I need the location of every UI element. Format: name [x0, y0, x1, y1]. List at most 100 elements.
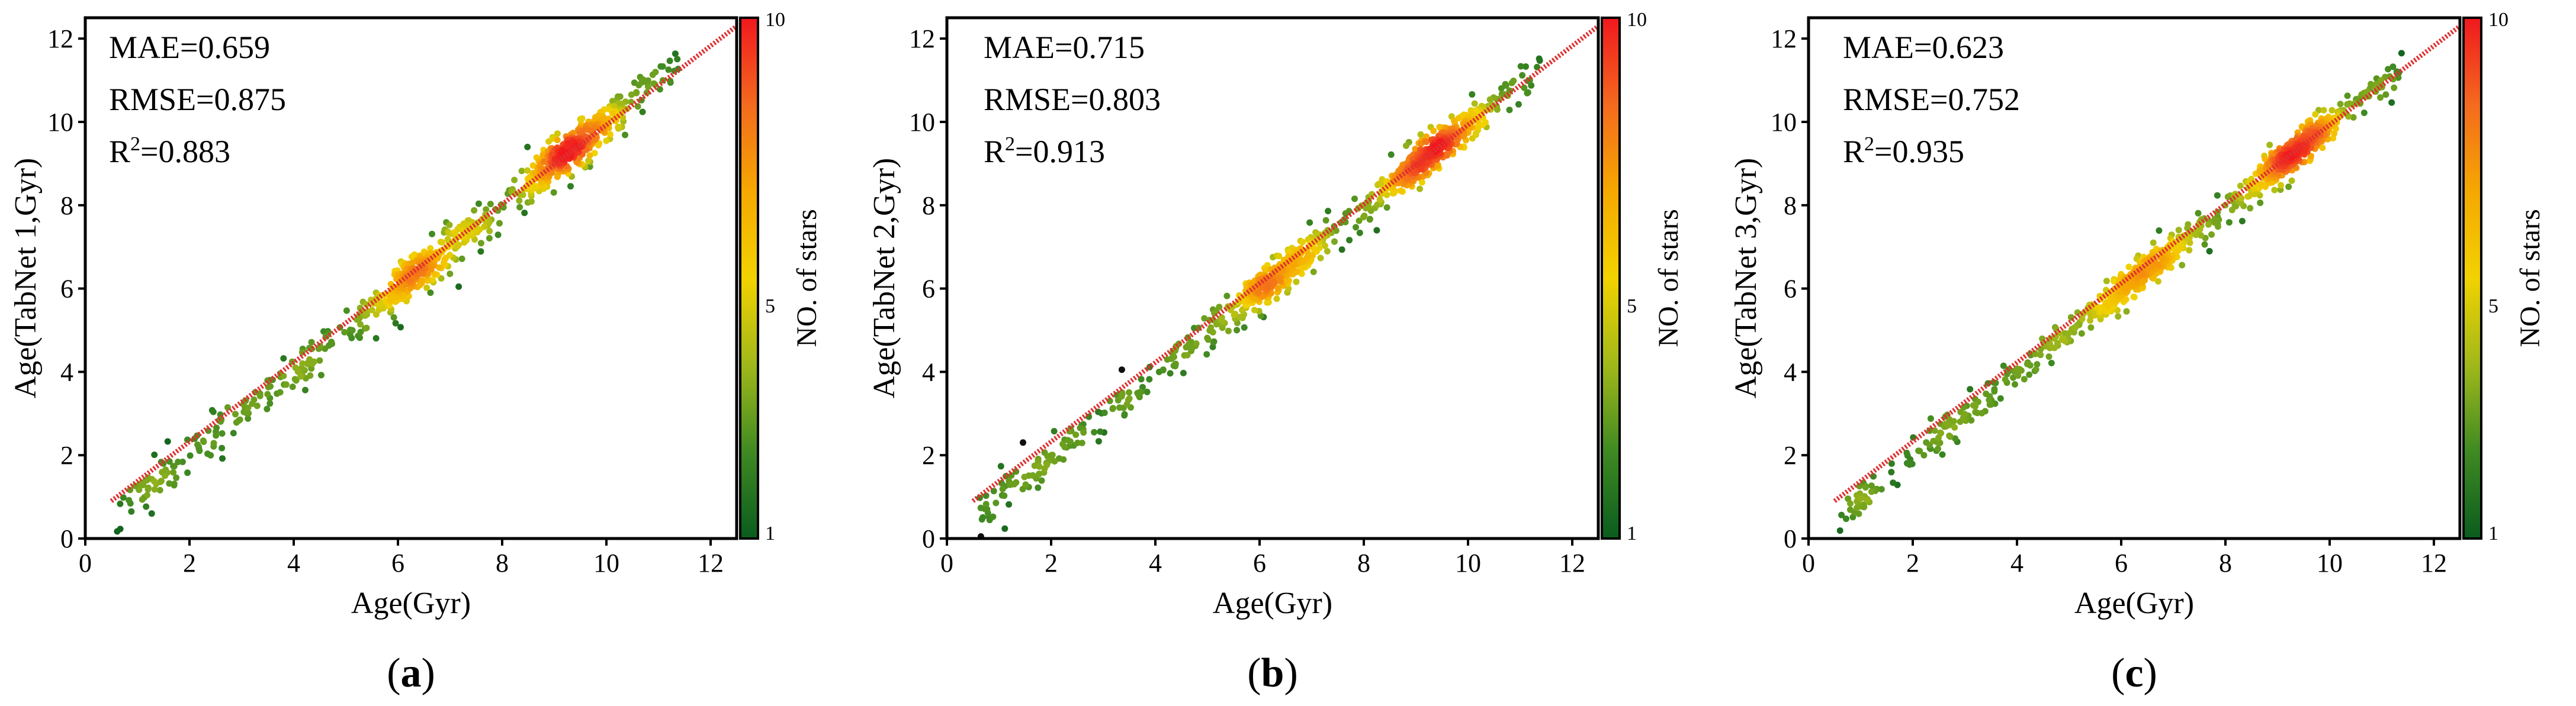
data-point — [1365, 204, 1372, 211]
data-point — [1317, 254, 1324, 262]
data-point — [1521, 84, 1528, 91]
data-point — [2079, 315, 2086, 323]
data-point — [586, 163, 593, 170]
data-point — [427, 245, 434, 252]
data-point — [368, 307, 375, 314]
data-point — [1126, 389, 1132, 396]
data-point — [1118, 366, 1125, 373]
data-point — [429, 276, 436, 283]
x-tick-label: 8 — [2219, 549, 2232, 578]
data-point — [2205, 221, 2212, 228]
data-point — [175, 459, 182, 465]
data-point — [1434, 162, 1441, 169]
data-point — [2123, 308, 2130, 315]
data-point — [494, 231, 502, 238]
data-point — [1366, 215, 1373, 223]
data-point — [1868, 482, 1875, 489]
data-point — [179, 459, 186, 465]
data-point — [1106, 398, 1113, 404]
data-point — [1097, 428, 1104, 435]
x-tick-label: 10 — [593, 549, 619, 578]
y-tick-label: 0 — [60, 524, 73, 553]
data-point — [1903, 449, 1910, 456]
data-point — [1209, 328, 1216, 336]
data-point — [2026, 371, 2033, 378]
data-point — [194, 441, 201, 448]
data-point — [1008, 472, 1015, 479]
data-point — [1930, 437, 1937, 444]
data-point — [1251, 307, 1258, 314]
data-point — [1322, 217, 1329, 224]
data-point — [2211, 216, 2218, 223]
colorbar-tick-10: 10 — [765, 9, 785, 31]
data-point — [1279, 267, 1286, 274]
data-point — [603, 137, 610, 144]
data-point — [184, 469, 191, 476]
data-point — [2178, 242, 2185, 249]
data-point — [1975, 398, 1981, 405]
data-point — [1960, 404, 1967, 411]
data-point — [1264, 299, 1271, 306]
data-point — [2225, 219, 2233, 226]
x-tick-label: 0 — [940, 549, 953, 578]
data-point — [151, 452, 158, 458]
data-point — [1036, 463, 1043, 470]
data-point — [2285, 183, 2292, 191]
x-tick-label: 2 — [183, 549, 196, 578]
data-point — [2238, 218, 2246, 225]
data-point — [200, 437, 207, 444]
data-point — [1983, 391, 1990, 397]
x-tick-label: 2 — [1045, 549, 1058, 578]
data-point — [1321, 242, 1328, 249]
data-point — [1418, 140, 1425, 147]
data-point — [2156, 227, 2163, 234]
data-point — [1946, 432, 1953, 439]
data-point — [977, 504, 984, 511]
data-point — [1135, 392, 1142, 399]
data-point — [1536, 57, 1543, 64]
data-point — [524, 143, 531, 150]
data-point — [1849, 514, 1856, 521]
data-point — [1943, 420, 1949, 427]
x-tick-label: 4 — [287, 549, 300, 578]
data-point — [477, 248, 484, 255]
x-axis-label: Age(Gyr) — [351, 586, 471, 620]
data-point — [442, 254, 449, 262]
data-point — [1868, 488, 1875, 495]
colorbar-tick-10: 10 — [2488, 9, 2508, 31]
data-point — [1324, 248, 1331, 255]
data-point — [219, 455, 226, 462]
metric-rmse: RMSE=0.875 — [109, 82, 286, 117]
data-point — [1356, 230, 1363, 236]
data-point — [667, 78, 674, 85]
data-point — [264, 391, 271, 398]
data-point — [1910, 434, 1917, 441]
data-point — [483, 206, 490, 213]
data-point — [1418, 179, 1425, 186]
data-point — [299, 360, 306, 367]
data-point — [2288, 154, 2295, 161]
metric-rmse: RMSE=0.752 — [1843, 82, 2020, 117]
data-point — [2312, 111, 2319, 118]
data-point — [1338, 246, 1345, 253]
data-point — [2021, 376, 2028, 383]
data-point — [1231, 311, 1238, 318]
data-point — [1373, 227, 1380, 234]
data-point — [249, 400, 256, 407]
data-point — [2389, 63, 2397, 70]
data-point — [639, 108, 646, 115]
data-point — [2045, 353, 2053, 360]
data-point — [171, 481, 178, 488]
data-point — [117, 526, 124, 533]
metric-mae: MAE=0.659 — [109, 30, 270, 65]
data-point — [990, 513, 997, 520]
data-point — [511, 176, 518, 183]
data-point — [2152, 259, 2159, 266]
x-tick-label: 2 — [1906, 549, 1919, 578]
data-point — [2350, 114, 2357, 121]
data-point — [156, 486, 163, 494]
data-point — [2103, 278, 2110, 285]
data-point — [1064, 437, 1071, 444]
data-point — [2184, 224, 2191, 231]
y-tick-label: 6 — [1784, 275, 1797, 304]
